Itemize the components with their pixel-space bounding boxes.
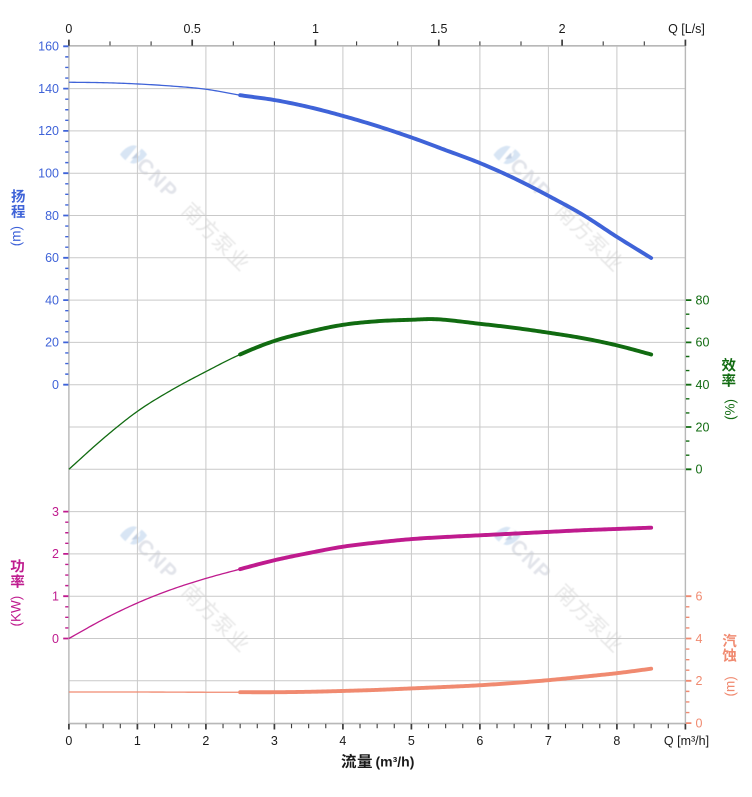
svg-text:(%): (%) xyxy=(722,399,737,420)
svg-text:2: 2 xyxy=(202,734,209,748)
svg-text:2: 2 xyxy=(696,674,703,688)
svg-text:0.5: 0.5 xyxy=(184,22,201,36)
svg-text:40: 40 xyxy=(696,378,710,392)
svg-text:7: 7 xyxy=(545,734,552,748)
svg-text:60: 60 xyxy=(696,336,710,350)
svg-text:2: 2 xyxy=(52,547,59,561)
svg-text:0: 0 xyxy=(52,632,59,646)
svg-text:160: 160 xyxy=(38,40,59,54)
svg-text:80: 80 xyxy=(696,293,710,307)
svg-text:1.5: 1.5 xyxy=(430,22,447,36)
svg-text:(KW): (KW) xyxy=(9,596,24,627)
svg-text:0: 0 xyxy=(65,22,72,36)
svg-text:(m³/h): (m³/h) xyxy=(376,754,415,770)
svg-text:140: 140 xyxy=(38,82,59,96)
svg-text:3: 3 xyxy=(52,505,59,519)
svg-text:Q [L/s]: Q [L/s] xyxy=(668,22,705,36)
svg-text:1: 1 xyxy=(312,22,319,36)
svg-text:8: 8 xyxy=(613,734,620,748)
svg-text:2: 2 xyxy=(559,22,566,36)
svg-text:20: 20 xyxy=(696,420,710,434)
svg-text:0: 0 xyxy=(52,378,59,392)
svg-text:1: 1 xyxy=(52,590,59,604)
svg-text:60: 60 xyxy=(45,251,59,265)
svg-text:100: 100 xyxy=(38,167,59,181)
svg-text:0: 0 xyxy=(696,463,703,477)
svg-text:120: 120 xyxy=(38,124,59,138)
svg-text:1: 1 xyxy=(134,734,141,748)
svg-text:4: 4 xyxy=(696,632,703,646)
svg-text:40: 40 xyxy=(45,293,59,307)
svg-text:6: 6 xyxy=(696,590,703,604)
svg-text:6: 6 xyxy=(476,734,483,748)
svg-text:80: 80 xyxy=(45,209,59,223)
svg-text:Q [m³/h]: Q [m³/h] xyxy=(664,734,709,748)
svg-text:0: 0 xyxy=(65,734,72,748)
svg-text:3: 3 xyxy=(271,734,278,748)
svg-text:(m): (m) xyxy=(9,226,24,246)
svg-text:5: 5 xyxy=(408,734,415,748)
svg-text:0: 0 xyxy=(696,716,703,730)
svg-text:20: 20 xyxy=(45,336,59,350)
svg-text:(m): (m) xyxy=(723,676,738,696)
svg-text:4: 4 xyxy=(339,734,346,748)
